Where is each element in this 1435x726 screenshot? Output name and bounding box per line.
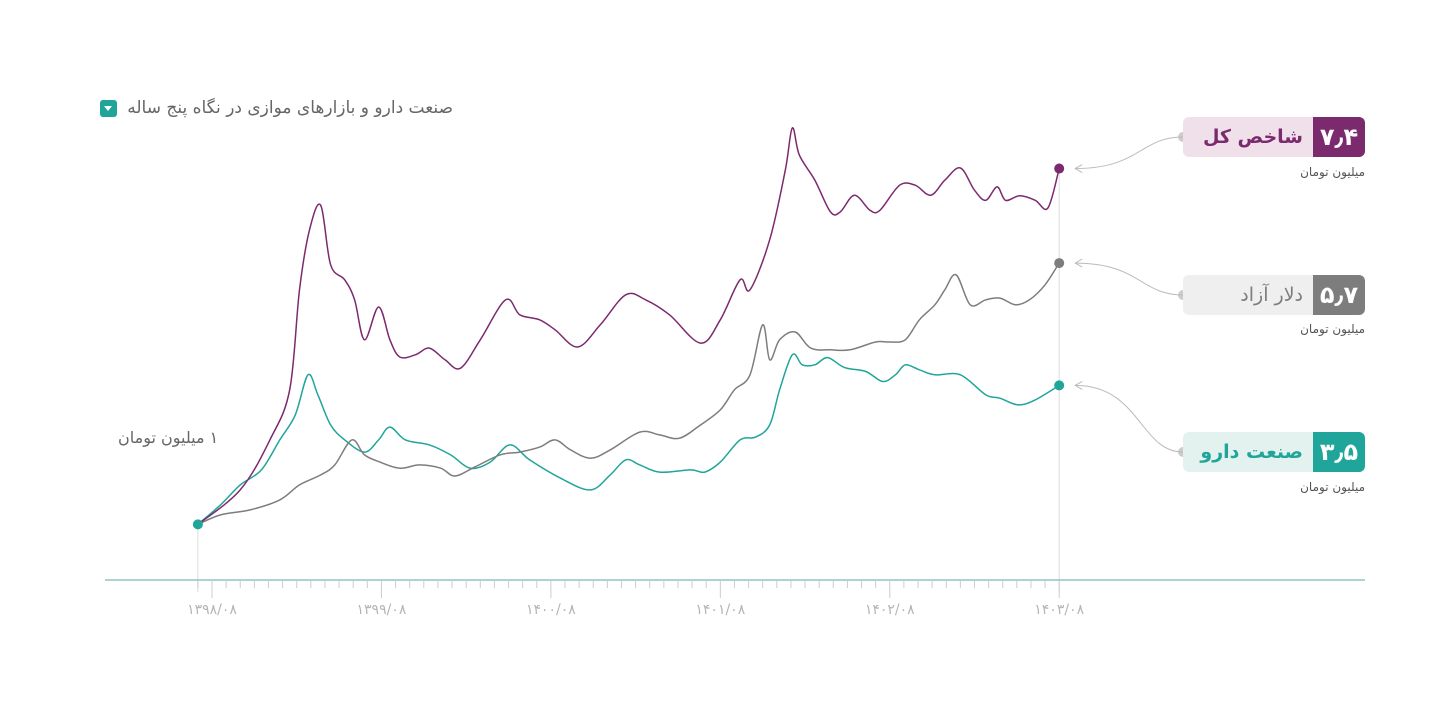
x-tick-label: ۱۳۹۸/۰۸ — [187, 602, 237, 618]
callout-value: ۷٫۴ — [1313, 117, 1365, 157]
arrow-icon — [1074, 164, 1083, 173]
chart-title-row: صنعت دارو و بازارهای موازی در نگاه پنج س… — [100, 98, 453, 118]
end-point-marker — [1054, 258, 1065, 269]
callout-value: ۳٫۵ — [1313, 432, 1365, 472]
callout-name: صنعت دارو — [1200, 441, 1303, 463]
series-line-dollar — [197, 262, 1060, 526]
x-tick-label: ۱۴۰۳/۰۸ — [1034, 602, 1084, 618]
dropdown-toggle-icon[interactable] — [100, 99, 118, 117]
start-point-marker — [192, 519, 203, 530]
series-line-stock-index — [197, 127, 1060, 525]
callout-unit: میلیون تومان — [1300, 165, 1365, 179]
end-point-marker — [1054, 163, 1065, 174]
callout-dollar: ۵٫۷ دلار آزاد — [1183, 275, 1365, 315]
chart-title: صنعت دارو و بازارهای موازی در نگاه پنج س… — [127, 98, 453, 118]
connector-line — [1075, 262, 1184, 296]
connector-line — [1075, 384, 1184, 453]
arrow-icon — [1074, 258, 1083, 268]
callout-unit: میلیون تومان — [1300, 322, 1365, 336]
connector-line — [1075, 136, 1184, 170]
callout-unit: میلیون تومان — [1300, 480, 1365, 494]
baseline-label: ۱ میلیون تومان — [118, 428, 219, 447]
x-tick-label: ۱۴۰۲/۰۸ — [865, 602, 915, 618]
end-point-marker — [1054, 380, 1065, 391]
callout-value: ۵٫۷ — [1313, 275, 1365, 315]
arrow-icon — [1074, 380, 1083, 390]
x-tick-label: ۱۴۰۱/۰۸ — [695, 602, 745, 618]
callout-stock-index: ۷٫۴ شاخص کل — [1183, 117, 1365, 157]
series-line-pharma — [197, 353, 1060, 525]
callout-name: شاخص کل — [1202, 126, 1303, 148]
callout-name: دلار آزاد — [1240, 284, 1303, 306]
x-tick-label: ۱۴۰۰/۰۸ — [526, 602, 576, 618]
callout-pharma: ۳٫۵ صنعت دارو — [1183, 432, 1365, 472]
x-tick-label: ۱۳۹۹/۰۸ — [357, 602, 407, 618]
